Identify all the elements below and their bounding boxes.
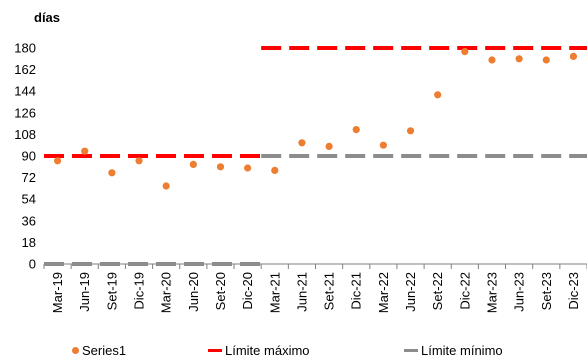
series1-point <box>53 157 62 165</box>
x-tick-label: Dic-22 <box>457 272 472 310</box>
data-points <box>53 48 578 190</box>
series1-point <box>108 169 116 177</box>
legend-marker-series1 <box>72 347 79 354</box>
series1-point <box>135 157 143 165</box>
y-tick-label: 18 <box>22 235 36 250</box>
series1-point <box>298 139 306 147</box>
x-tick-label: Set-23 <box>539 272 554 310</box>
legend: Series1 Límite máximo Límite mínimo <box>0 343 587 362</box>
x-tick-label: Jun-21 <box>294 272 309 312</box>
series1-point <box>189 160 197 168</box>
series1-point <box>81 147 89 155</box>
series1-point <box>569 52 578 61</box>
y-tick-label: 126 <box>14 105 36 120</box>
x-axis: Mar-19 Jun-19 Set-19 Dic-19 Mar-20 Jun-20 Set-… <box>43 263 587 313</box>
series1-point <box>271 166 279 174</box>
y-tick-label: 36 <box>22 213 36 228</box>
series1-point <box>434 91 442 99</box>
legend-marker-limite-minimo <box>404 349 418 352</box>
y-tick-label: 144 <box>14 84 36 99</box>
x-tick-label: Dic-20 <box>240 272 255 310</box>
series1-point <box>379 141 387 149</box>
series1-point <box>461 48 469 56</box>
legend-label-limite-maximo: Límite máximo <box>225 343 310 358</box>
x-tick-label: Jun-20 <box>186 272 201 312</box>
x-tick-label: Mar-22 <box>376 272 391 313</box>
x-tick-label: Jun-23 <box>512 272 527 312</box>
chart: 0 18 36 54 72 90 108 126 144 162 180 Mar-19 Jun-19 S… <box>14 41 587 313</box>
x-tick-label: Dic-23 <box>566 272 581 310</box>
x-tick-label: Set-19 <box>104 272 119 310</box>
x-tick-label: Set-20 <box>213 272 228 310</box>
x-tick-label: Set-22 <box>430 272 445 310</box>
legend-item-limite-minimo: Límite mínimo <box>404 343 503 358</box>
y-tick-label: 90 <box>22 149 36 164</box>
series1-point <box>488 56 496 64</box>
x-tick-label: Set-21 <box>322 272 337 310</box>
x-tick-label: Mar-19 <box>50 272 65 313</box>
y-tick-label: 180 <box>14 41 36 56</box>
series1-point <box>162 182 170 190</box>
y-tick-label: 54 <box>22 192 36 207</box>
limit-lines <box>44 46 587 266</box>
x-tick-label: Jun-22 <box>403 272 418 312</box>
series1-point <box>542 56 550 64</box>
y-axis-unit-label: días <box>34 10 61 25</box>
x-tick-label: Mar-21 <box>267 272 282 313</box>
y-tick-label: 72 <box>22 170 36 185</box>
y-tick-label: 0 <box>29 257 36 272</box>
x-tick-label: Dic-19 <box>132 272 147 310</box>
y-tick-label: 162 <box>14 62 36 77</box>
legend-marker-limite-maximo <box>208 349 222 352</box>
x-tick-label: Dic-21 <box>349 272 364 310</box>
legend-label-series1: Series1 <box>82 343 127 358</box>
y-tick-label: 108 <box>14 127 36 142</box>
series1-point <box>244 164 252 172</box>
x-tick-label: Jun-19 <box>77 272 92 312</box>
series1-point <box>515 55 523 63</box>
series1-point <box>325 142 333 150</box>
x-tick-label: Mar-23 <box>484 272 499 313</box>
y-axis: 0 18 36 54 72 90 108 126 144 162 180 <box>14 41 36 272</box>
legend-label-limite-minimo: Límite mínimo <box>421 343 503 358</box>
legend-item-limite-maximo: Límite máximo <box>208 343 310 358</box>
legend-item-series1: Series1 <box>72 343 126 358</box>
series1-point <box>352 126 360 134</box>
series1-point <box>216 163 225 171</box>
x-tick-label: Mar-20 <box>159 272 174 313</box>
series1-point <box>406 127 415 135</box>
